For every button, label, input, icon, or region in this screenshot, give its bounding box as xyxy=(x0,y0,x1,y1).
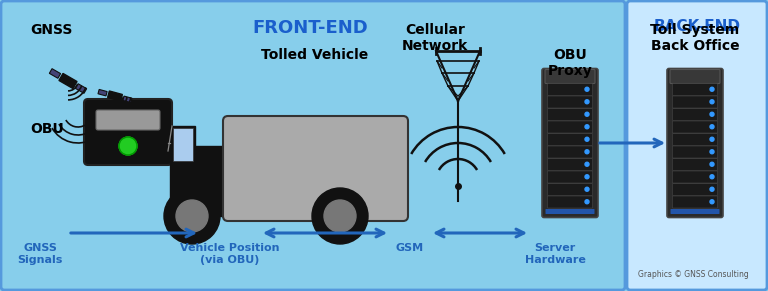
FancyBboxPatch shape xyxy=(673,184,717,196)
FancyBboxPatch shape xyxy=(542,68,598,217)
Circle shape xyxy=(710,112,714,116)
Circle shape xyxy=(164,188,220,244)
FancyBboxPatch shape xyxy=(667,68,723,217)
Polygon shape xyxy=(49,69,61,78)
Text: OBU: OBU xyxy=(30,122,64,136)
Circle shape xyxy=(585,125,589,129)
Circle shape xyxy=(585,87,589,91)
FancyBboxPatch shape xyxy=(670,209,720,214)
Text: GNSS
Signals: GNSS Signals xyxy=(18,243,63,265)
FancyBboxPatch shape xyxy=(548,121,592,133)
Circle shape xyxy=(119,137,137,155)
Text: Cellular
Network: Cellular Network xyxy=(402,23,468,53)
FancyBboxPatch shape xyxy=(1,1,625,290)
FancyBboxPatch shape xyxy=(548,84,592,95)
Circle shape xyxy=(710,125,714,129)
Text: Tolled Vehicle: Tolled Vehicle xyxy=(261,48,369,62)
FancyBboxPatch shape xyxy=(673,171,717,183)
FancyBboxPatch shape xyxy=(548,184,592,196)
Polygon shape xyxy=(173,128,193,161)
FancyBboxPatch shape xyxy=(627,1,767,290)
Text: GSM: GSM xyxy=(396,243,424,253)
Circle shape xyxy=(710,175,714,179)
FancyBboxPatch shape xyxy=(548,134,592,146)
FancyBboxPatch shape xyxy=(673,134,717,146)
FancyBboxPatch shape xyxy=(223,116,408,221)
Polygon shape xyxy=(123,96,132,102)
Circle shape xyxy=(312,188,368,244)
FancyBboxPatch shape xyxy=(673,159,717,171)
Circle shape xyxy=(585,187,589,191)
Text: Vehicle Position
(via OBU): Vehicle Position (via OBU) xyxy=(180,243,280,265)
FancyBboxPatch shape xyxy=(673,196,717,208)
Circle shape xyxy=(710,187,714,191)
Text: BACK-END: BACK-END xyxy=(654,19,740,34)
FancyBboxPatch shape xyxy=(673,146,717,158)
FancyBboxPatch shape xyxy=(545,70,595,84)
FancyBboxPatch shape xyxy=(548,171,592,183)
Text: FRONT-END: FRONT-END xyxy=(252,19,368,37)
Polygon shape xyxy=(75,84,87,93)
Polygon shape xyxy=(98,89,107,96)
FancyBboxPatch shape xyxy=(670,70,720,84)
FancyBboxPatch shape xyxy=(673,96,717,108)
Circle shape xyxy=(585,137,589,141)
Circle shape xyxy=(710,137,714,141)
FancyBboxPatch shape xyxy=(548,96,592,108)
Text: Server
Hardware: Server Hardware xyxy=(525,243,585,265)
FancyBboxPatch shape xyxy=(673,84,717,95)
Circle shape xyxy=(710,87,714,91)
Circle shape xyxy=(176,200,208,232)
Circle shape xyxy=(585,150,589,154)
Text: Toll System
Back Office: Toll System Back Office xyxy=(650,23,740,53)
Circle shape xyxy=(585,162,589,166)
Circle shape xyxy=(710,150,714,154)
FancyBboxPatch shape xyxy=(96,110,160,130)
Text: GNSS: GNSS xyxy=(30,23,72,37)
Circle shape xyxy=(585,200,589,204)
Text: OBU
Proxy: OBU Proxy xyxy=(548,48,592,78)
Circle shape xyxy=(585,112,589,116)
Circle shape xyxy=(710,162,714,166)
Polygon shape xyxy=(108,91,122,101)
FancyBboxPatch shape xyxy=(84,99,172,165)
Circle shape xyxy=(324,200,356,232)
FancyBboxPatch shape xyxy=(673,121,717,133)
FancyBboxPatch shape xyxy=(673,109,717,120)
FancyBboxPatch shape xyxy=(548,159,592,171)
FancyBboxPatch shape xyxy=(548,196,592,208)
Polygon shape xyxy=(170,126,230,216)
FancyBboxPatch shape xyxy=(548,109,592,120)
Circle shape xyxy=(585,175,589,179)
FancyBboxPatch shape xyxy=(545,209,594,214)
Circle shape xyxy=(710,200,714,204)
FancyBboxPatch shape xyxy=(548,146,592,158)
Circle shape xyxy=(710,100,714,104)
Polygon shape xyxy=(59,73,77,88)
Circle shape xyxy=(585,100,589,104)
Text: Graphics © GNSS Consulting: Graphics © GNSS Consulting xyxy=(637,270,748,279)
